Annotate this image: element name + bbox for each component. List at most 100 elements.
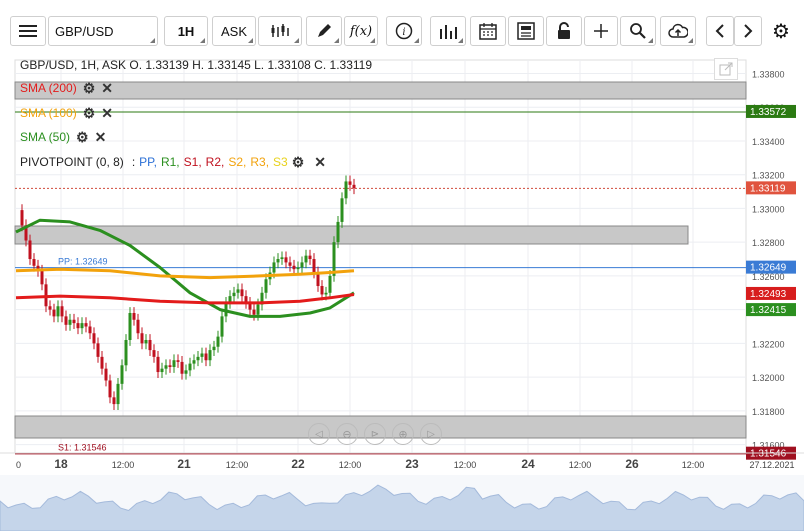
candle-body bbox=[232, 292, 236, 297]
pp-label: PP: 1.32649 bbox=[58, 257, 108, 267]
magnifier-icon bbox=[630, 23, 646, 39]
chart-area[interactable]: 1.338001.336001.334001.332001.330001.328… bbox=[0, 55, 804, 531]
sma200-legend: SMA (200) ⚙ ✕ bbox=[20, 81, 113, 95]
chevron-right-icon bbox=[744, 24, 753, 38]
calendar-icon bbox=[479, 23, 497, 40]
candle-body bbox=[296, 267, 300, 270]
zone-band-middle bbox=[14, 225, 689, 245]
navigator-area bbox=[0, 484, 804, 531]
candle-body bbox=[92, 333, 96, 344]
calendar-button[interactable] bbox=[470, 16, 506, 46]
candle-body bbox=[216, 336, 220, 347]
expand-icon bbox=[719, 62, 733, 76]
sma-line-1 bbox=[15, 267, 355, 280]
crosshair-button[interactable] bbox=[584, 16, 618, 46]
gear-icon[interactable]: ⚙ bbox=[82, 80, 96, 96]
price-tick-label: 1.33200 bbox=[752, 171, 785, 181]
candle-body bbox=[88, 326, 92, 334]
candle-body bbox=[236, 289, 240, 293]
candle-body bbox=[204, 353, 208, 361]
candle-body bbox=[328, 275, 332, 293]
lock-button[interactable] bbox=[546, 16, 582, 46]
candle-body bbox=[212, 346, 216, 351]
settings-button[interactable]: ⚙ bbox=[766, 16, 796, 46]
sma100-legend: SMA (100) ⚙ ✕ bbox=[20, 106, 113, 120]
candle-body bbox=[20, 210, 24, 226]
chevron-left-icon[interactable]: ◁ bbox=[308, 423, 330, 445]
scroll-right-button[interactable] bbox=[734, 16, 762, 46]
pivot-item-5: R3, bbox=[250, 155, 270, 169]
close-icon[interactable]: ✕ bbox=[94, 129, 107, 145]
cloud-save-button[interactable] bbox=[660, 16, 696, 46]
pivot-item-4: S2, bbox=[228, 155, 247, 169]
price-tick-label: 1.32600 bbox=[752, 272, 785, 282]
candle-body bbox=[300, 262, 304, 268]
expand-button[interactable] bbox=[714, 58, 738, 80]
time-tick-label: 12:00 bbox=[339, 460, 362, 470]
candle-body bbox=[52, 309, 56, 317]
gear-icon[interactable]: ⚙ bbox=[82, 105, 96, 121]
zoom-out-icon[interactable]: ⊖ bbox=[336, 423, 358, 445]
candle-body bbox=[24, 225, 28, 241]
candle-body bbox=[340, 198, 344, 222]
candle-body bbox=[348, 181, 352, 185]
candle-body bbox=[184, 370, 188, 374]
candle-body bbox=[308, 255, 312, 260]
close-icon[interactable]: ✕ bbox=[314, 154, 327, 170]
ohlc-info: GBP/USD, 1H, ASK O. 1.33139 H. 1.33145 L… bbox=[20, 58, 373, 72]
candle-body bbox=[76, 323, 80, 329]
time-tick-label: 12:00 bbox=[454, 460, 477, 470]
candle-body bbox=[120, 365, 124, 384]
function-button[interactable]: f(x) bbox=[344, 16, 378, 46]
timeframe-selector[interactable]: 1H bbox=[164, 16, 208, 46]
candle-body bbox=[100, 356, 104, 369]
price-badge bbox=[746, 286, 796, 300]
candle-body bbox=[180, 361, 184, 374]
candle-body bbox=[248, 302, 252, 310]
candle-body bbox=[256, 304, 260, 315]
zoom-button[interactable] bbox=[620, 16, 656, 46]
candle-body bbox=[144, 339, 148, 344]
close-icon[interactable]: ✕ bbox=[101, 105, 113, 121]
bar-chart-icon bbox=[440, 25, 457, 39]
symbol-selector[interactable]: GBP/USD bbox=[48, 16, 158, 46]
candle-body bbox=[260, 292, 264, 305]
indicators-button[interactable] bbox=[430, 16, 466, 46]
chart-type-button[interactable] bbox=[258, 16, 302, 46]
zoom-in-icon[interactable]: ⊕ bbox=[392, 423, 414, 445]
candle-body bbox=[152, 350, 156, 357]
candle-body bbox=[332, 242, 336, 276]
info-button[interactable]: i bbox=[386, 16, 422, 46]
candle-body bbox=[72, 319, 76, 324]
candle-body bbox=[96, 343, 100, 357]
candle-body bbox=[32, 259, 36, 266]
candle-body bbox=[240, 289, 244, 297]
candle-body bbox=[160, 368, 164, 373]
candle-body bbox=[284, 257, 288, 263]
close-icon[interactable]: ✕ bbox=[101, 80, 113, 96]
pivot-item-2: S1, bbox=[183, 155, 202, 169]
time-tick-label: 18 bbox=[54, 457, 68, 471]
gear-icon[interactable]: ⚙ bbox=[76, 129, 89, 145]
menu-icon[interactable] bbox=[10, 16, 46, 46]
price-tick-label: 1.31800 bbox=[752, 407, 785, 417]
zoom-controls: ◁ ⊖ ⊳ ⊕ ▷ bbox=[308, 423, 442, 445]
gear-icon[interactable]: ⚙ bbox=[291, 154, 305, 170]
fit-icon[interactable]: ⊳ bbox=[364, 423, 386, 445]
price-badge bbox=[746, 303, 796, 317]
timeframe-label: 1H bbox=[177, 23, 195, 39]
candle-body bbox=[108, 380, 112, 398]
candle-body bbox=[176, 360, 180, 362]
candle-body bbox=[200, 353, 204, 357]
scroll-left-button[interactable] bbox=[706, 16, 734, 46]
candle-body bbox=[168, 365, 172, 367]
candle-body bbox=[172, 360, 176, 367]
price-type-selector[interactable]: ASK bbox=[212, 16, 256, 46]
price-badge-label: 1.33572 bbox=[750, 107, 787, 118]
chevron-right-icon[interactable]: ▷ bbox=[420, 423, 442, 445]
time-tick-label: 27.12.2021 bbox=[749, 460, 794, 470]
news-button[interactable] bbox=[508, 16, 544, 46]
price-tick-label: 1.32200 bbox=[752, 339, 785, 349]
draw-button[interactable] bbox=[306, 16, 342, 46]
price-badge-label: 1.32415 bbox=[750, 305, 787, 316]
